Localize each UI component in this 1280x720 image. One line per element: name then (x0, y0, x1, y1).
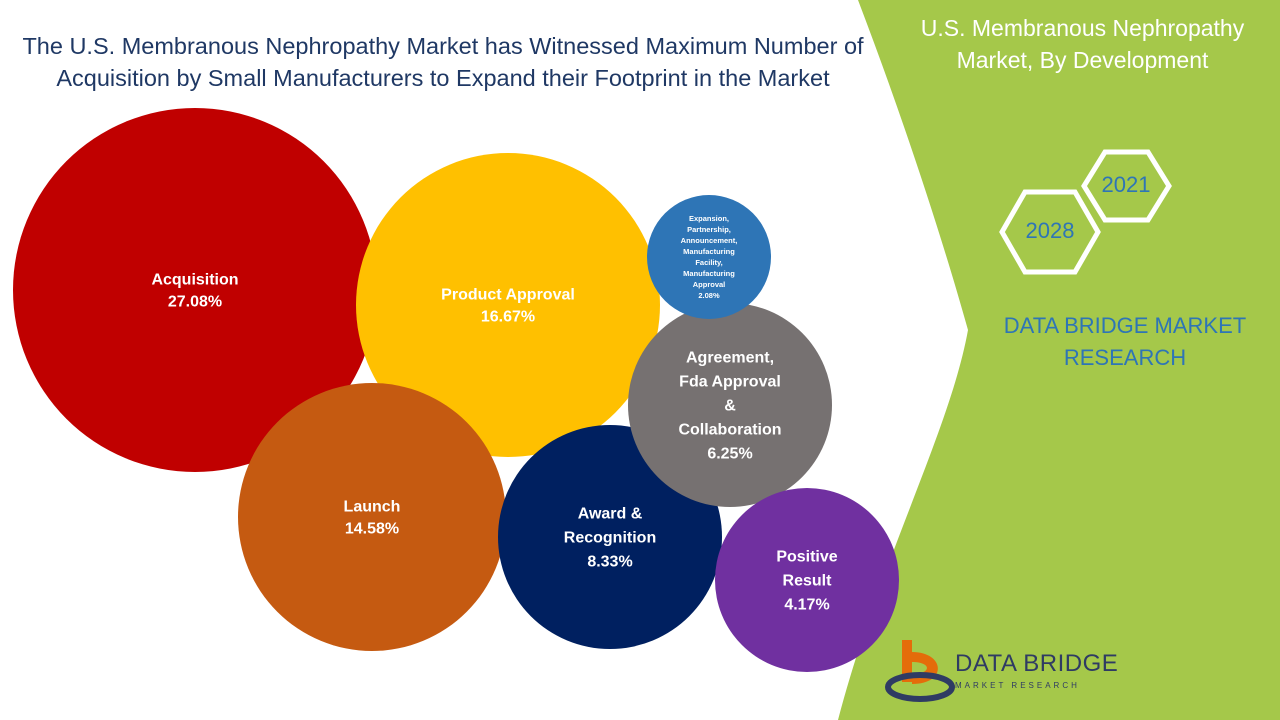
bubble-category-label: Recognition (564, 530, 656, 547)
bubble-category-label: Acquisition (151, 272, 238, 289)
bubble-category-label: Announcement, (681, 236, 738, 245)
bubble-category-label: & (724, 398, 736, 415)
bubble-value-label: 8.33% (587, 554, 632, 571)
bubble-category-label: Manufacturing (683, 247, 735, 256)
bubble-value-label: 14.58% (345, 521, 399, 538)
bubble-3: Launch 14.58% (238, 383, 506, 651)
bubble-chart: Acquisition 27.08% Product Approval 16.67% L… (13, 108, 899, 672)
bubble-value-label: 4.17% (784, 597, 829, 614)
bubble-category-label: Partnership, (687, 225, 731, 234)
bubble-value-label: 27.08% (168, 294, 222, 311)
chart-title: The U.S. Membranous Nephropathy Market h… (22, 33, 864, 91)
bubble-category-label: Product Approval (441, 287, 575, 304)
side-panel-title: U.S. Membranous Nephropathy Market, By D… (920, 15, 1245, 73)
bubble-circle (647, 195, 771, 319)
bubble-circle (356, 153, 660, 457)
bubble-category-label: Approval (693, 280, 726, 289)
brand-text: DATA BRIDGE MARKET RESEARCH (1003, 313, 1247, 370)
bubble-value-label: 2.08% (698, 291, 720, 300)
bubble-category-label: Collaboration (678, 422, 781, 439)
year-2028-label: 2028 (1025, 218, 1075, 243)
bubble-1: Acquisition 27.08% (13, 108, 377, 472)
bubble-category-label: Manufacturing (683, 269, 735, 278)
bubble-value-label: 6.25% (707, 446, 752, 463)
hexagon-2021-outline (1081, 149, 1172, 223)
bubble-category-label: Result (783, 573, 833, 590)
bubble-2: Product Approval 16.67% (356, 153, 660, 457)
year-2021-label: 2021 (1101, 172, 1151, 197)
bubble-circle (238, 383, 506, 651)
data-bridge-logo-mark (885, 640, 955, 702)
logo-name: DATA BRIDGE (955, 650, 1119, 677)
bubble-5: Agreement, Fda Approval & Collaboration 6.25… (628, 303, 832, 507)
bubble-category-label: Positive (776, 549, 837, 566)
bubble-7: Expansion, Partnership, Announcement, Manuf… (647, 195, 771, 319)
logo-subtitle: MARKET RESEARCH (955, 681, 1080, 690)
bubble-value-label: 16.67% (481, 309, 535, 326)
bubble-circle (13, 108, 377, 472)
bubble-category-label: Launch (344, 499, 401, 516)
bubble-circle (715, 488, 899, 672)
side-panel-background (838, 0, 1280, 720)
bubble-category-label: Award & (578, 506, 643, 523)
bubble-6: Positive Result 4.17% (715, 488, 899, 672)
bubble-category-label: Expansion, (689, 214, 729, 223)
hexagon-2028-outline (999, 189, 1101, 275)
bubble-circle (628, 303, 832, 507)
bubble-category-label: Fda Approval (679, 374, 781, 391)
bubble-category-label: Facility, (695, 258, 722, 267)
bubble-category-label: Agreement, (686, 350, 774, 367)
